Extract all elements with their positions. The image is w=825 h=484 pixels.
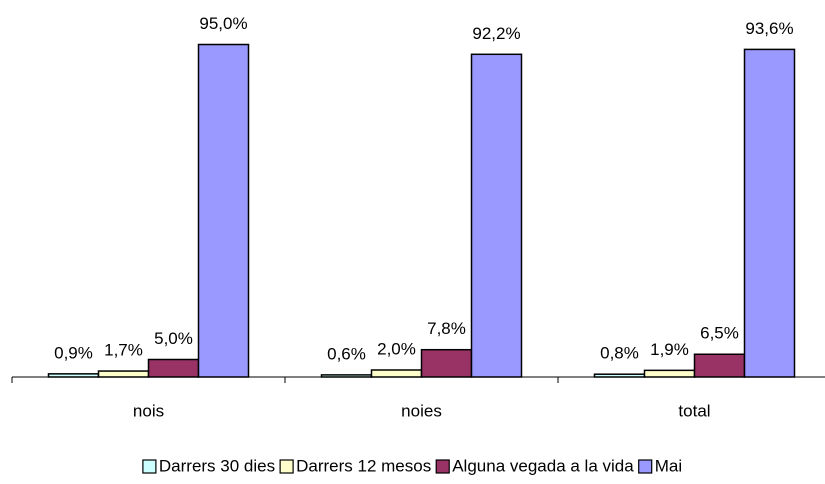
x-tick-label: noies xyxy=(401,401,442,420)
bar xyxy=(420,348,473,378)
bar xyxy=(320,374,373,378)
value-label: 7,8% xyxy=(427,319,466,338)
value-label: 0,6% xyxy=(327,344,366,363)
value-label: 92,2% xyxy=(472,24,520,43)
legend-label: Mai xyxy=(655,456,682,475)
value-label: 93,6% xyxy=(745,19,793,38)
value-label: 2,0% xyxy=(377,339,416,358)
value-label: 1,9% xyxy=(650,340,689,359)
bar xyxy=(370,369,423,378)
bar xyxy=(693,353,746,378)
legend-swatch xyxy=(435,459,450,474)
value-label: 0,8% xyxy=(600,344,639,363)
value-label: 1,7% xyxy=(104,341,143,360)
bar xyxy=(470,53,523,378)
bar xyxy=(147,358,200,378)
value-label: 5,0% xyxy=(154,329,193,348)
legend-label: Darrers 12 mesos xyxy=(296,456,431,475)
x-tick-label: nois xyxy=(133,401,164,420)
value-label: 0,9% xyxy=(54,343,93,362)
bar xyxy=(197,43,250,378)
x-tick-label: total xyxy=(678,401,710,420)
bar xyxy=(643,369,696,378)
bar xyxy=(593,373,646,378)
legend-swatch xyxy=(142,459,157,474)
bar xyxy=(47,373,100,378)
bar xyxy=(97,370,150,378)
legend-swatch xyxy=(638,459,653,474)
legend-label: Darrers 30 dies xyxy=(159,456,275,475)
legend-swatch xyxy=(279,459,294,474)
legend-label: Alguna vegada a la vida xyxy=(452,456,634,475)
value-label: 95,0% xyxy=(199,14,247,33)
value-label: 6,5% xyxy=(700,324,739,343)
bar xyxy=(743,48,796,378)
